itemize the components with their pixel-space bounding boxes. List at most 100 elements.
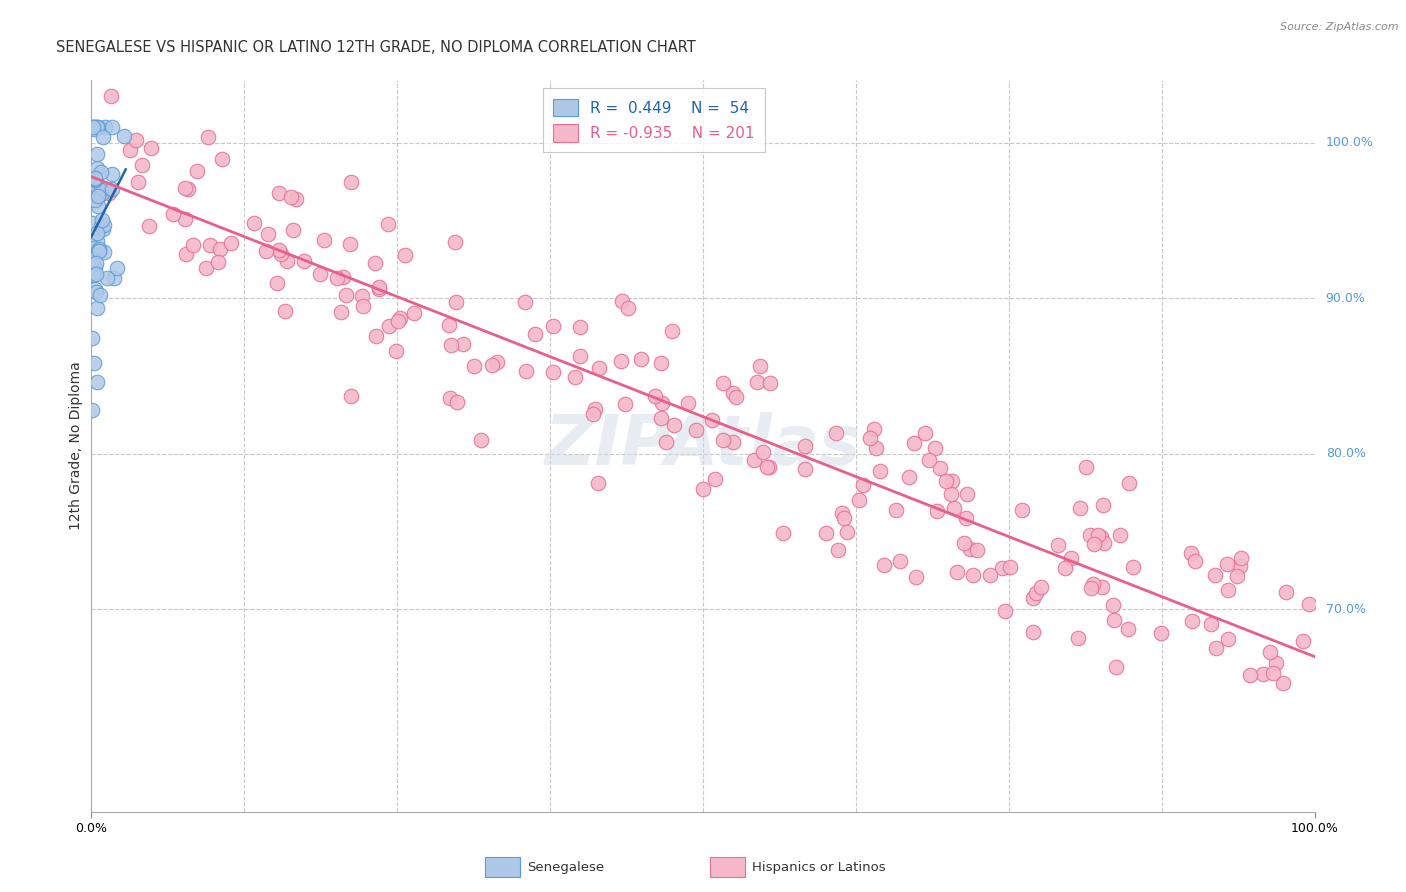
Point — [744, 453, 766, 467]
Point — [83, 282, 105, 296]
Point — [209, 242, 232, 256]
Point — [758, 459, 780, 474]
Point — [650, 411, 672, 425]
Point — [82, 268, 104, 282]
Point — [91, 130, 114, 145]
Point — [1000, 560, 1022, 574]
Point — [1053, 560, 1076, 574]
Point — [364, 256, 387, 270]
Point — [176, 247, 198, 261]
Point — [924, 441, 946, 455]
Point — [446, 394, 468, 409]
Point — [377, 217, 399, 231]
Point — [87, 199, 110, 213]
Point — [569, 349, 592, 363]
Point — [84, 260, 107, 274]
Point — [84, 172, 107, 186]
Text: 80.0%: 80.0% — [1326, 447, 1365, 460]
Point — [1261, 665, 1284, 680]
Point — [793, 438, 815, 452]
Point — [889, 554, 911, 568]
Point — [1092, 536, 1115, 550]
Point — [825, 426, 848, 441]
Point — [90, 183, 112, 197]
Point — [1076, 459, 1098, 474]
Point — [194, 260, 217, 275]
Point — [747, 375, 769, 389]
Point — [1022, 624, 1045, 639]
Point — [914, 425, 936, 440]
Point — [118, 143, 141, 157]
Point — [1271, 676, 1294, 690]
Point — [93, 245, 115, 260]
Point — [1251, 666, 1274, 681]
Point — [385, 343, 408, 358]
Point — [87, 189, 110, 203]
Point — [1080, 581, 1102, 595]
Point — [991, 561, 1014, 575]
Text: Senegalese: Senegalese — [527, 861, 605, 873]
Point — [1239, 667, 1261, 681]
Point — [87, 244, 110, 258]
Point — [80, 266, 103, 280]
Point — [83, 356, 105, 370]
Point — [1204, 568, 1226, 582]
Point — [1184, 554, 1206, 568]
Point — [831, 506, 853, 520]
Point — [1083, 577, 1105, 591]
Point — [617, 301, 640, 315]
Point — [827, 542, 849, 557]
Point — [96, 270, 118, 285]
Point — [1025, 586, 1047, 600]
Point — [723, 386, 745, 401]
Point — [523, 327, 546, 342]
Point — [586, 475, 609, 490]
Point — [1181, 614, 1204, 628]
Point — [335, 288, 357, 302]
Point — [852, 478, 875, 492]
Point — [1067, 631, 1090, 645]
Point — [84, 285, 107, 299]
Point — [174, 211, 197, 226]
Point — [312, 233, 335, 247]
Point — [865, 441, 887, 455]
Point — [94, 120, 117, 134]
Point — [366, 329, 388, 343]
Point — [387, 314, 409, 328]
Point — [339, 175, 361, 189]
Point — [925, 504, 948, 518]
Point — [100, 89, 122, 103]
Text: Source: ZipAtlas.com: Source: ZipAtlas.com — [1281, 22, 1399, 32]
Point — [614, 397, 637, 411]
Point — [1292, 634, 1315, 648]
Point — [711, 376, 734, 390]
Text: ZIPAtlas: ZIPAtlas — [546, 412, 860, 480]
Point — [610, 353, 633, 368]
Point — [1122, 560, 1144, 574]
Text: 70.0%: 70.0% — [1326, 603, 1365, 615]
Point — [661, 324, 683, 338]
Point — [685, 424, 707, 438]
Point — [329, 304, 352, 318]
Point — [352, 299, 374, 313]
Point — [651, 396, 673, 410]
Point — [1090, 530, 1112, 544]
Point — [1229, 559, 1251, 574]
Point — [89, 242, 111, 256]
Point — [1083, 537, 1105, 551]
Point — [873, 558, 896, 572]
Point — [340, 389, 363, 403]
Point — [256, 227, 278, 241]
Point — [703, 471, 725, 485]
Point — [1105, 660, 1128, 674]
Point — [1298, 597, 1320, 611]
Point — [84, 267, 107, 281]
Point — [86, 226, 108, 240]
Point — [404, 306, 426, 320]
Point — [564, 369, 586, 384]
Point — [84, 255, 107, 269]
Point — [274, 304, 297, 318]
Point — [91, 221, 114, 235]
Point — [1091, 498, 1114, 512]
Point — [101, 167, 124, 181]
